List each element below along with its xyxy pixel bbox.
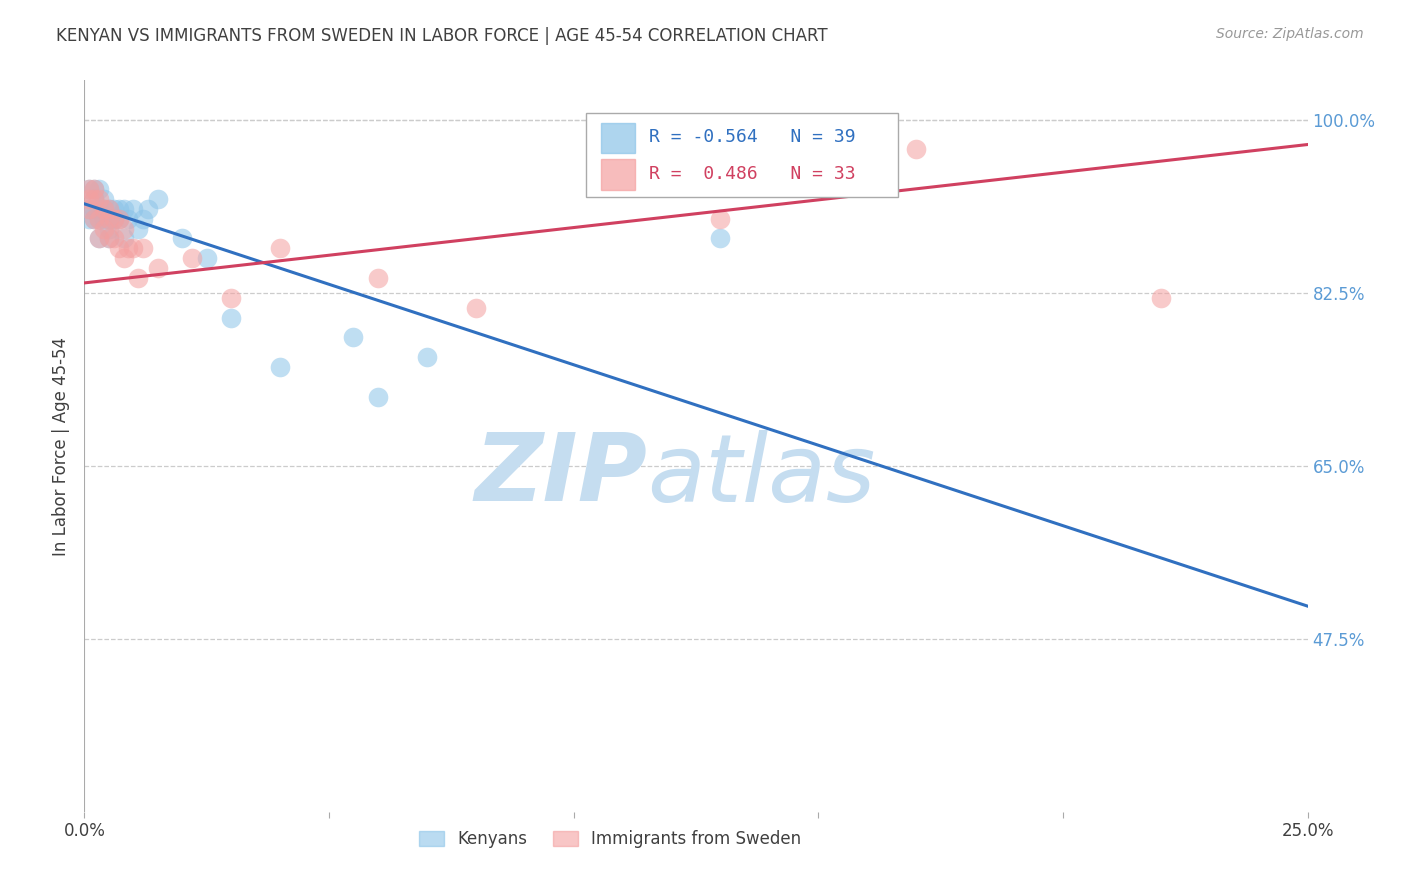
Point [367, 271, 389, 285]
Point [181, 251, 204, 265]
Point [97, 221, 120, 235]
Point [77, 182, 100, 196]
Text: R = -0.564   N = 39: R = -0.564 N = 39 [650, 128, 856, 146]
Text: KENYAN VS IMMIGRANTS FROM SWEDEN IN LABOR FORCE | AGE 45-54 CORRELATION CHART: KENYAN VS IMMIGRANTS FROM SWEDEN IN LABO… [56, 27, 828, 45]
Point [87, 202, 110, 216]
Point [103, 211, 125, 226]
Text: Source: ZipAtlas.com: Source: ZipAtlas.com [1216, 27, 1364, 41]
Point [132, 241, 155, 255]
Point [112, 251, 135, 265]
Point [93, 211, 115, 226]
Point [117, 241, 139, 255]
Point [83, 192, 105, 206]
Point [77, 192, 100, 206]
Point [83, 211, 105, 226]
Point [77, 182, 100, 196]
Point [1150, 291, 1173, 305]
Point [93, 192, 115, 206]
Point [172, 231, 194, 245]
Point [905, 143, 928, 157]
Point [107, 211, 129, 226]
Point [77, 202, 100, 216]
Point [93, 202, 115, 216]
Point [122, 241, 145, 255]
Point [83, 202, 105, 216]
Point [464, 301, 486, 315]
Point [87, 192, 110, 206]
Point [77, 202, 100, 216]
Point [219, 291, 242, 305]
Point [1247, 854, 1270, 868]
Point [269, 241, 291, 255]
Point [87, 211, 110, 226]
Point [367, 390, 389, 404]
Point [146, 261, 169, 276]
Point [112, 221, 135, 235]
Point [97, 231, 120, 245]
Point [83, 211, 105, 226]
Point [127, 271, 149, 285]
Text: ZIP: ZIP [474, 429, 647, 521]
Point [87, 182, 110, 196]
Y-axis label: In Labor Force | Age 45-54: In Labor Force | Age 45-54 [52, 336, 70, 556]
Point [269, 359, 291, 374]
Point [83, 182, 105, 196]
Legend: Kenyans, Immigrants from Sweden: Kenyans, Immigrants from Sweden [413, 823, 808, 855]
Point [112, 231, 135, 245]
Point [127, 221, 149, 235]
Point [195, 251, 218, 265]
Point [97, 202, 120, 216]
Point [93, 202, 115, 216]
Point [146, 192, 169, 206]
Point [87, 211, 110, 226]
Point [83, 182, 105, 196]
Point [112, 202, 135, 216]
Point [117, 211, 139, 226]
Point [97, 202, 120, 216]
Point [87, 231, 110, 245]
FancyBboxPatch shape [600, 160, 636, 190]
Point [107, 211, 129, 226]
Point [122, 202, 145, 216]
FancyBboxPatch shape [600, 123, 636, 153]
Point [416, 350, 439, 364]
Point [83, 192, 105, 206]
Point [107, 202, 129, 216]
Point [342, 330, 364, 344]
Point [132, 211, 155, 226]
Point [103, 231, 125, 245]
Text: R =  0.486   N = 33: R = 0.486 N = 33 [650, 165, 856, 183]
Point [97, 211, 120, 226]
Point [107, 241, 129, 255]
Point [87, 231, 110, 245]
Point [97, 231, 120, 245]
Point [97, 211, 120, 226]
Point [709, 231, 731, 245]
FancyBboxPatch shape [586, 113, 898, 197]
Point [136, 202, 159, 216]
Point [709, 211, 731, 226]
Point [77, 211, 100, 226]
Point [103, 211, 125, 226]
Point [93, 221, 115, 235]
Point [103, 202, 125, 216]
Text: atlas: atlas [647, 430, 876, 521]
Point [219, 310, 242, 325]
